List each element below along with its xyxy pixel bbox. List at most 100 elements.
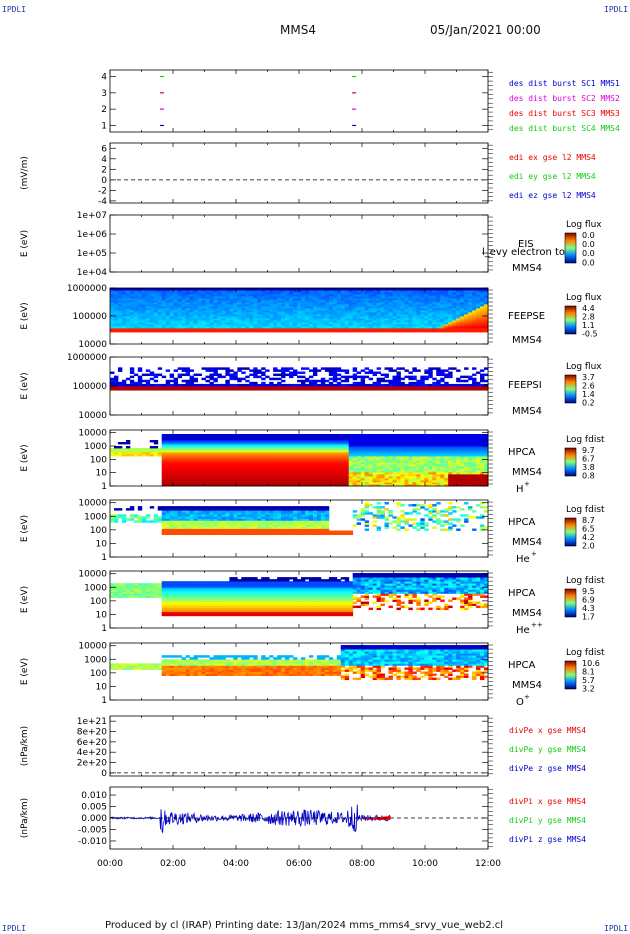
heatmap-cell xyxy=(225,466,230,469)
heatmap-cell xyxy=(149,308,155,311)
heatmap-cell xyxy=(428,326,433,329)
heatmap-cell xyxy=(432,440,437,443)
heatmap-cell xyxy=(352,460,358,463)
heatmap-cell xyxy=(209,438,214,441)
heatmap-cell xyxy=(293,450,298,453)
heatmap-cell xyxy=(428,314,433,317)
heatmap-cell xyxy=(141,318,147,321)
heatmap-cell xyxy=(396,304,401,307)
heatmap-cell xyxy=(440,442,445,445)
heatmap-cell xyxy=(165,436,171,439)
heatmap-cell xyxy=(177,298,183,301)
heatmap-cell xyxy=(297,379,302,383)
heatmap-cell xyxy=(281,454,286,457)
heatmap-cell xyxy=(257,462,262,465)
heatmap-cell xyxy=(412,383,417,387)
heatmap-cell xyxy=(205,440,210,443)
y-tick-label: 10000 xyxy=(78,411,107,421)
heatmap-cell xyxy=(392,379,397,383)
heatmap-cell xyxy=(392,476,397,479)
heatmap-cell xyxy=(169,450,175,453)
heatmap-cell xyxy=(412,450,417,453)
heatmap-cell xyxy=(213,373,218,377)
heatmap-cell xyxy=(400,292,405,295)
heatmap-cell xyxy=(141,324,147,327)
heatmap-cell xyxy=(185,464,190,467)
heatmap-cell xyxy=(245,320,250,323)
heatmap-cell xyxy=(464,306,469,309)
heatmap-cell xyxy=(209,302,214,305)
heatmap-cell xyxy=(181,373,186,377)
heatmap-cell xyxy=(277,438,282,441)
heatmap-cell xyxy=(245,302,250,305)
heatmap-cell xyxy=(344,377,350,381)
heatmap-cell xyxy=(277,436,282,439)
heatmap-cell xyxy=(460,308,465,311)
heatmap-cell xyxy=(173,482,179,485)
heatmap-cell xyxy=(444,478,449,481)
heatmap-cell xyxy=(472,316,477,319)
heatmap-cell xyxy=(320,442,326,445)
heatmap-cell xyxy=(316,452,322,455)
heatmap-cell xyxy=(388,369,393,372)
heatmap-cell xyxy=(125,310,131,313)
heatmap-cell xyxy=(376,480,381,483)
heatmap-cell xyxy=(420,312,425,315)
heatmap-cell xyxy=(304,388,310,391)
heatmap-cell xyxy=(177,314,183,317)
heatmap-cell xyxy=(476,308,481,311)
heatmap-cell xyxy=(209,440,214,443)
heatmap-cell xyxy=(285,290,290,293)
heatmap-cell xyxy=(149,294,155,297)
heatmap-cell xyxy=(336,310,342,313)
heatmap-cell xyxy=(241,438,246,441)
heatmap-cell xyxy=(392,480,397,483)
heatmap-cell xyxy=(269,290,274,293)
heatmap-cell xyxy=(277,290,282,293)
heatmap-cell xyxy=(444,316,449,319)
heatmap-cell xyxy=(400,450,405,453)
heatmap-cell xyxy=(277,316,282,319)
heatmap-cell xyxy=(324,322,330,325)
heatmap-cell xyxy=(364,434,370,437)
heatmap-cell xyxy=(332,330,338,333)
heatmap-cell xyxy=(217,436,222,439)
heatmap-cell xyxy=(205,379,210,383)
heatmap-cell xyxy=(161,320,167,323)
heatmap-cell xyxy=(392,314,397,317)
heatmap-cell xyxy=(121,314,127,317)
heatmap-cell xyxy=(117,288,123,291)
heatmap-cell xyxy=(261,320,266,323)
heatmap-cell xyxy=(261,296,266,299)
heatmap-cell xyxy=(177,434,183,437)
heatmap-cell xyxy=(384,367,389,370)
heatmap-cell xyxy=(281,442,286,445)
heatmap-cell xyxy=(245,288,250,291)
heatmap-cell xyxy=(424,316,429,319)
heatmap-cell xyxy=(289,470,294,473)
heatmap-cell xyxy=(324,379,330,383)
heatmap-cell xyxy=(197,314,202,317)
heatmap-cell xyxy=(392,434,397,437)
heatmap-cell xyxy=(189,476,194,479)
heatmap-cell xyxy=(265,375,270,379)
heatmap-cell xyxy=(436,312,441,315)
heatmap-cell xyxy=(177,460,183,463)
heatmap-cell xyxy=(440,446,445,449)
heatmap-cell xyxy=(428,294,433,297)
heatmap-cell xyxy=(209,476,214,479)
heatmap-cell xyxy=(273,466,278,469)
heatmap-cell xyxy=(277,302,282,305)
heatmap-cell xyxy=(277,440,282,443)
heatmap-cell xyxy=(157,386,163,389)
heatmap-cell xyxy=(249,482,254,485)
heatmap-cell xyxy=(424,464,429,467)
heatmap-cell xyxy=(241,310,246,313)
heatmap-cell xyxy=(205,306,210,309)
heatmap-cell xyxy=(356,460,362,463)
heatmap-cell xyxy=(432,468,437,471)
heatmap-cell xyxy=(328,442,334,445)
heatmap-cell xyxy=(297,450,302,453)
heatmap-cell xyxy=(257,322,262,325)
heatmap-cell xyxy=(324,324,330,327)
